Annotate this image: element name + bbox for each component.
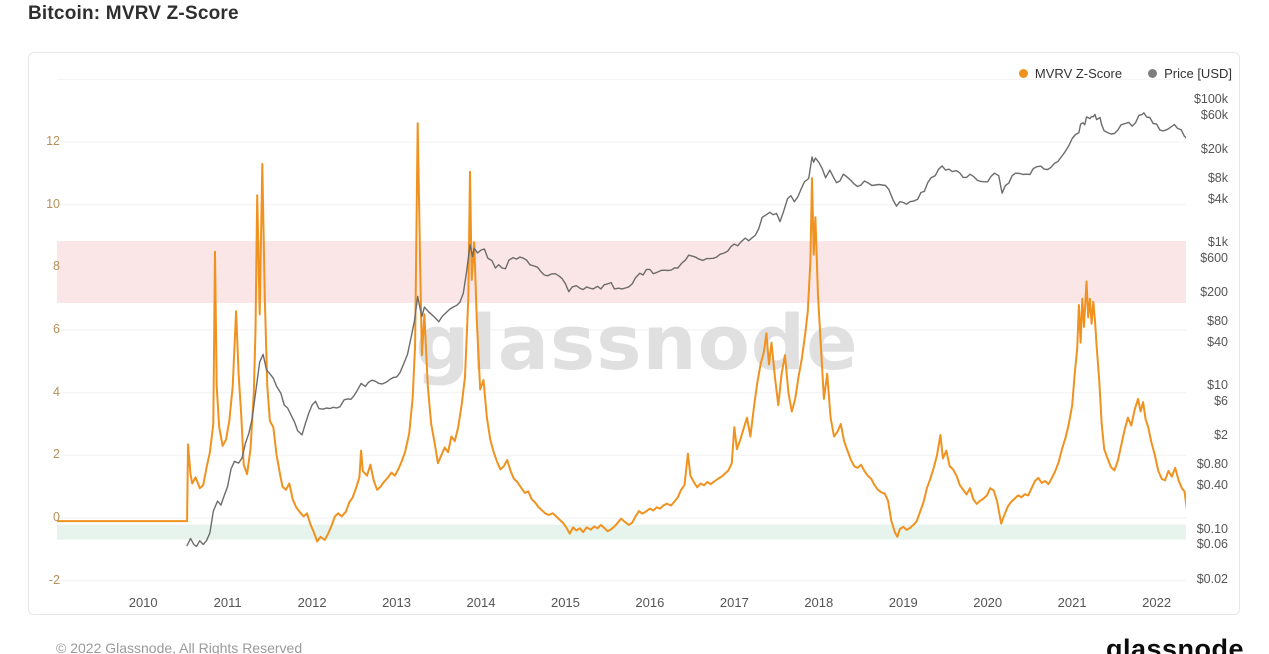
x-axis-tick-label: 2016 <box>635 595 665 610</box>
price-axis-tick-label: $0.02 <box>1196 571 1228 586</box>
mvrv-legend-dot-icon <box>1018 69 1028 78</box>
x-axis-tick-label: 2012 <box>297 595 327 610</box>
x-axis-tick-label: 2021 <box>1057 595 1087 610</box>
price-axis-tick-label: $1k <box>1207 235 1228 250</box>
glassnode-logo: glassnode <box>1105 634 1244 654</box>
x-axis-tick-label: 2020 <box>973 595 1003 610</box>
x-axis-tick-label: 2015 <box>550 595 580 610</box>
zscore-axis-tick-label: 12 <box>46 134 60 149</box>
zscore-axis-tick-label: 8 <box>53 259 60 274</box>
price-legend-dot-icon <box>1148 69 1158 78</box>
x-axis-tick-label: 2022 <box>1142 595 1172 610</box>
price-axis-tick-label: $10 <box>1207 378 1228 393</box>
price-axis-tick-label: $60k <box>1200 107 1228 122</box>
price-axis-tick-label: $4k <box>1207 192 1228 207</box>
page-title: Bitcoin: MVRV Z-Score <box>28 3 239 24</box>
glassnode-watermark: glassnode <box>415 298 858 387</box>
zscore-axis-tick-label: 4 <box>53 384 60 399</box>
price-axis-tick-label: $600 <box>1200 251 1228 266</box>
price-axis-tick-label: $0.40 <box>1196 478 1228 493</box>
x-axis-tick-label: 2013 <box>382 595 411 610</box>
legend-label: MVRV Z-Score <box>1034 66 1123 81</box>
price-axis-tick-label: $200 <box>1200 285 1228 300</box>
x-axis-tick-label: 2018 <box>804 595 834 610</box>
price-axis-tick-label: $8k <box>1207 170 1228 185</box>
price-axis-tick-label: $80 <box>1207 313 1228 328</box>
zscore-axis-tick-label: 0 <box>53 510 60 524</box>
x-axis-tick-label: 2017 <box>719 595 749 610</box>
x-axis-tick-label: 2019 <box>888 595 918 610</box>
price-axis-tick-label: $6 <box>1214 394 1228 409</box>
price-axis-tick-label: $40 <box>1207 335 1228 350</box>
mvrv-zscore-line <box>57 122 1186 543</box>
price-axis-tick-label: $2 <box>1214 428 1228 443</box>
price-line <box>186 112 1186 548</box>
zscore-axis-tick-label: 10 <box>46 196 60 211</box>
legend-label: Price [USD] <box>1164 66 1232 81</box>
zscore-axis-tick-label: 2 <box>53 447 60 462</box>
x-axis-tick-label: 2010 <box>128 595 158 610</box>
price-axis-tick-label: $0.06 <box>1196 537 1228 552</box>
price-axis-tick-label: $100k <box>1193 92 1228 106</box>
price-axis-tick-label: $20k <box>1200 142 1228 157</box>
price-axis-tick-label: $0.80 <box>1196 456 1228 471</box>
price-axis-tick-label: $0.10 <box>1196 521 1228 536</box>
overvalued-band <box>57 241 1186 303</box>
zscore-axis-tick-label: -2 <box>48 572 60 587</box>
legend-item-mvrv[interactable]: MVRV Z-Score <box>1018 66 1123 81</box>
legend-item-price[interactable]: Price [USD] <box>1148 66 1232 81</box>
x-axis-tick-label: 2011 <box>213 595 242 610</box>
zscore-axis-tick-label: 6 <box>53 322 60 337</box>
x-axis-tick-label: 2014 <box>466 595 496 610</box>
undervalued-band <box>57 524 1186 540</box>
copyright-text: © 2022 Glassnode, All Rights Reserved <box>56 640 303 654</box>
chart-legend: MVRV Z-Score Price [USD] <box>1018 66 1232 81</box>
